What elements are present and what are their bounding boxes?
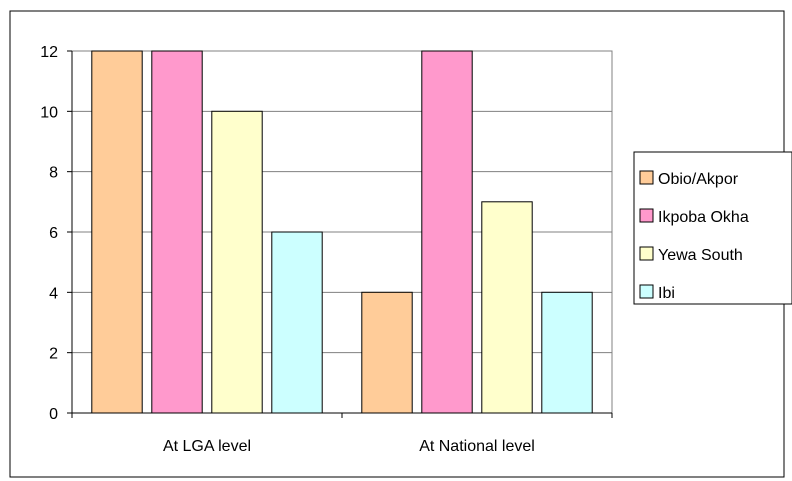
bar [361, 291, 413, 414]
legend-label: Obio/Akpor [658, 171, 739, 188]
bar [481, 201, 533, 414]
x-tick-label: At National level [419, 438, 535, 455]
legend-swatch [639, 246, 654, 261]
x-axis: At LGA level At National level [71, 413, 613, 455]
legend: Obio/Akpor Ikpoba Okha Yewa South Ibi [633, 151, 792, 305]
y-tick-label: 6 [49, 225, 58, 242]
y-tick-label: 12 [40, 44, 58, 61]
y-tick-label: 10 [40, 104, 58, 121]
bars [91, 50, 593, 414]
legend-swatch [639, 170, 654, 185]
bar [421, 50, 473, 414]
bar [91, 50, 143, 414]
legend-label: Ibi [658, 285, 675, 302]
legend-label: Yewa South [658, 247, 743, 264]
bar [151, 50, 203, 414]
x-tick-label: At LGA level [163, 438, 251, 455]
y-tick-label: 8 [49, 165, 58, 182]
y-tick-label: 2 [49, 346, 58, 363]
y-tick-label: 4 [49, 285, 58, 302]
bar [271, 231, 323, 414]
legend-swatch [639, 208, 654, 223]
legend-label: Ikpoba Okha [658, 209, 749, 226]
bar [541, 291, 593, 414]
legend-swatch [639, 284, 654, 299]
y-tick-label: 0 [49, 406, 58, 423]
legend-box [633, 151, 792, 305]
bar [211, 110, 263, 414]
y-axis: 0 2 4 6 8 10 12 [40, 44, 72, 423]
